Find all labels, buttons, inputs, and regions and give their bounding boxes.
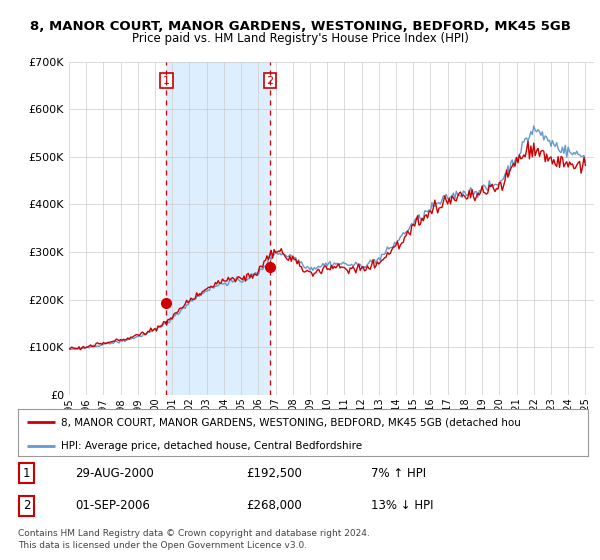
Text: 2: 2 <box>266 76 274 86</box>
Text: £192,500: £192,500 <box>246 467 302 480</box>
Text: 7% ↑ HPI: 7% ↑ HPI <box>371 467 427 480</box>
Text: 1: 1 <box>163 76 170 86</box>
Bar <box>166 62 270 395</box>
Text: 29-AUG-2000: 29-AUG-2000 <box>75 467 154 480</box>
Text: HPI: Average price, detached house, Central Bedfordshire: HPI: Average price, detached house, Cent… <box>61 441 362 451</box>
Text: 8, MANOR COURT, MANOR GARDENS, WESTONING, BEDFORD, MK45 5GB: 8, MANOR COURT, MANOR GARDENS, WESTONING… <box>29 20 571 32</box>
Text: Contains HM Land Registry data © Crown copyright and database right 2024.: Contains HM Land Registry data © Crown c… <box>18 530 370 539</box>
Text: 1: 1 <box>23 467 30 480</box>
Text: This data is licensed under the Open Government Licence v3.0.: This data is licensed under the Open Gov… <box>18 541 307 550</box>
Text: 8, MANOR COURT, MANOR GARDENS, WESTONING, BEDFORD, MK45 5GB (detached hou: 8, MANOR COURT, MANOR GARDENS, WESTONING… <box>61 417 521 427</box>
Text: 2: 2 <box>23 499 30 512</box>
Text: Price paid vs. HM Land Registry's House Price Index (HPI): Price paid vs. HM Land Registry's House … <box>131 32 469 45</box>
Text: 13% ↓ HPI: 13% ↓ HPI <box>371 499 434 512</box>
Text: 01-SEP-2006: 01-SEP-2006 <box>75 499 150 512</box>
Text: £268,000: £268,000 <box>246 499 302 512</box>
